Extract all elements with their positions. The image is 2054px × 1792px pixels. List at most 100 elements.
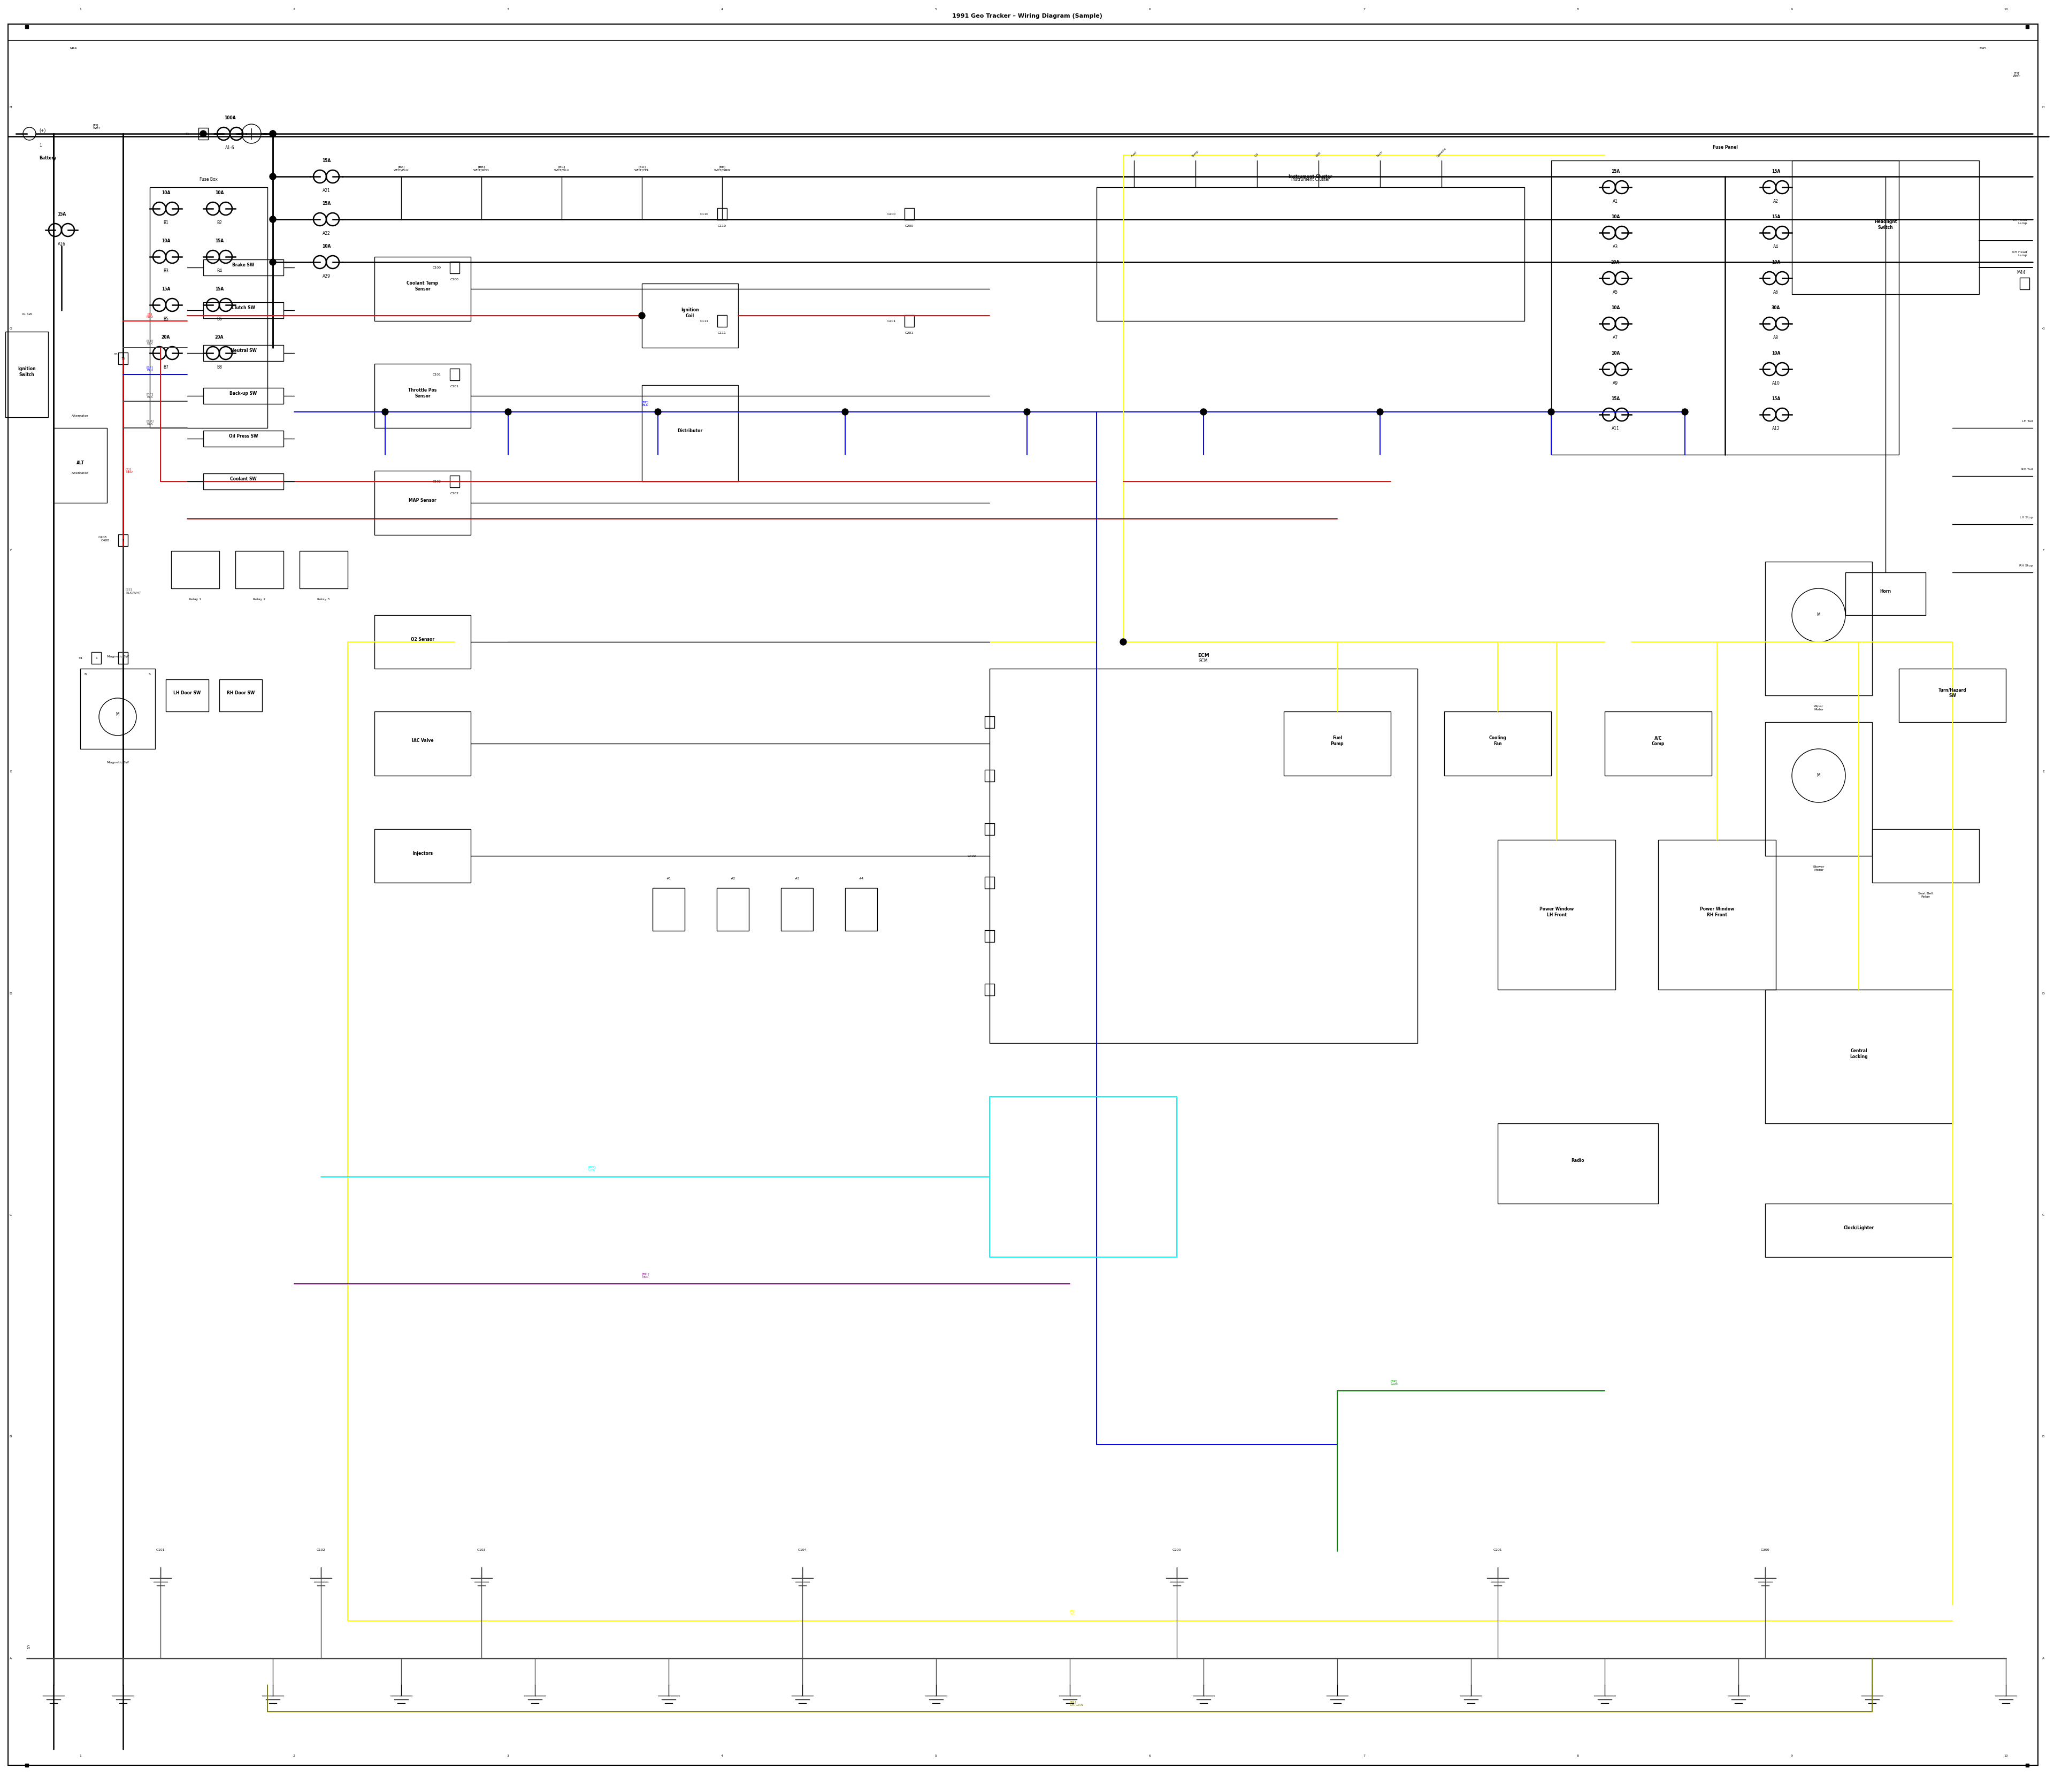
Text: G: G: [27, 1645, 31, 1650]
Text: C110: C110: [717, 224, 727, 228]
Text: 15A: 15A: [58, 211, 66, 217]
Text: 1: 1: [121, 656, 123, 659]
Circle shape: [269, 258, 275, 265]
Text: D: D: [2042, 993, 2044, 995]
Bar: [653, 889, 684, 930]
Text: Alternator: Alternator: [72, 471, 88, 475]
Bar: [374, 830, 470, 883]
Bar: [990, 1097, 1177, 1256]
Text: 9: 9: [1791, 1754, 1793, 1758]
Text: [EI]
WHT: [EI] WHT: [2013, 72, 2021, 77]
Text: Neutral SW: Neutral SW: [230, 348, 257, 353]
Text: 10A: 10A: [1610, 215, 1621, 219]
Text: C110: C110: [700, 213, 709, 215]
Text: 7: 7: [1364, 1754, 1366, 1758]
Bar: [1658, 840, 1777, 989]
Text: M45: M45: [1980, 47, 1986, 50]
Text: ECM: ECM: [1200, 658, 1208, 663]
Text: 15: 15: [121, 357, 125, 360]
Bar: [203, 303, 283, 319]
Text: Headlight
Switch: Headlight Switch: [1873, 219, 1896, 229]
Text: [BF]
BLU: [BF] BLU: [146, 366, 154, 371]
Text: G104: G104: [797, 1548, 807, 1552]
Bar: [166, 679, 210, 711]
Text: B6: B6: [216, 317, 222, 321]
Bar: [990, 668, 1417, 1043]
Text: Power Window
LH Front: Power Window LH Front: [1538, 907, 1573, 918]
Text: Relay 2: Relay 2: [253, 599, 265, 600]
Text: Fuse Box: Fuse Box: [199, 177, 218, 181]
Text: H: H: [10, 106, 12, 108]
Bar: [203, 473, 283, 489]
Bar: [1871, 830, 1980, 883]
Text: Blower
Motor: Blower Motor: [1814, 866, 1824, 871]
Text: A7: A7: [1612, 335, 1619, 340]
Text: RH Door SW: RH Door SW: [226, 690, 255, 695]
Text: Fuel
Pump: Fuel Pump: [1331, 737, 1343, 745]
Text: C102: C102: [433, 480, 442, 482]
Text: Alternator: Alternator: [72, 414, 88, 418]
Text: Instrument Cluster: Instrument Cluster: [1288, 174, 1333, 179]
Text: 10A: 10A: [216, 190, 224, 195]
Bar: [1497, 840, 1614, 989]
Bar: [450, 369, 460, 380]
Bar: [80, 668, 156, 749]
Text: #2: #2: [731, 878, 735, 880]
Text: A16: A16: [58, 242, 66, 247]
Bar: [374, 256, 470, 321]
Bar: [450, 475, 460, 487]
Text: A9: A9: [1612, 382, 1619, 385]
Text: 1: 1: [80, 7, 82, 11]
Text: S: S: [148, 672, 150, 676]
Text: [BE]
WHT/GRN: [BE] WHT/GRN: [715, 165, 731, 172]
Text: Throttle Pos
Sensor: Throttle Pos Sensor: [409, 389, 438, 398]
Bar: [119, 353, 127, 364]
Circle shape: [1023, 409, 1031, 416]
Circle shape: [269, 131, 275, 136]
Bar: [6, 332, 47, 418]
Text: B2: B2: [216, 220, 222, 226]
Circle shape: [269, 217, 275, 222]
Bar: [203, 260, 283, 276]
Text: 10: 10: [2005, 1754, 2009, 1758]
Text: [BD]
WHT/YEL: [BD] WHT/YEL: [635, 165, 649, 172]
Text: 15A: 15A: [1771, 168, 1781, 174]
Bar: [1764, 561, 1871, 695]
Text: 2: 2: [294, 1754, 296, 1758]
Text: 1991 Geo Tracker – Wiring Diagram (Sample): 1991 Geo Tracker – Wiring Diagram (Sampl…: [951, 13, 1103, 18]
Text: [B]
RED: [B] RED: [146, 314, 154, 319]
Text: LH Stop: LH Stop: [2019, 516, 2033, 520]
Text: IAC Valve: IAC Valve: [411, 738, 433, 744]
Bar: [1791, 161, 1980, 294]
Text: M: M: [115, 711, 119, 717]
Text: Clock/Lighter: Clock/Lighter: [1842, 1226, 1873, 1229]
Bar: [374, 471, 470, 536]
Text: T4: T4: [78, 656, 82, 659]
Text: 15A: 15A: [322, 158, 331, 163]
Text: RH Tail: RH Tail: [2021, 468, 2033, 471]
Text: G201: G201: [1493, 1548, 1501, 1552]
Text: G300: G300: [1760, 1548, 1771, 1552]
Text: #1: #1: [665, 878, 672, 880]
Text: T1: T1: [185, 133, 189, 134]
Text: 15A: 15A: [216, 287, 224, 292]
Bar: [717, 208, 727, 220]
Text: 15A: 15A: [1771, 396, 1781, 401]
Text: B: B: [2042, 1435, 2044, 1437]
Text: [BD]
BLK: [BD] BLK: [146, 419, 154, 425]
Text: 15A: 15A: [1610, 396, 1621, 401]
Text: 10A: 10A: [1771, 351, 1781, 357]
Text: 15A: 15A: [322, 201, 331, 206]
Text: C102: C102: [450, 493, 458, 495]
Text: Relay 1: Relay 1: [189, 599, 201, 600]
Text: 6: 6: [1148, 7, 1150, 11]
Text: 10A: 10A: [162, 238, 170, 244]
Text: [EJ]
RED: [EJ] RED: [125, 468, 134, 473]
Text: Ignition
Switch: Ignition Switch: [18, 367, 35, 376]
Text: LH Tail: LH Tail: [2021, 419, 2033, 423]
Text: B3: B3: [162, 269, 168, 274]
Text: B7: B7: [162, 366, 168, 369]
Text: Clutch SW: Clutch SW: [232, 305, 255, 310]
Bar: [1497, 1124, 1658, 1204]
Text: G: G: [2042, 328, 2044, 330]
